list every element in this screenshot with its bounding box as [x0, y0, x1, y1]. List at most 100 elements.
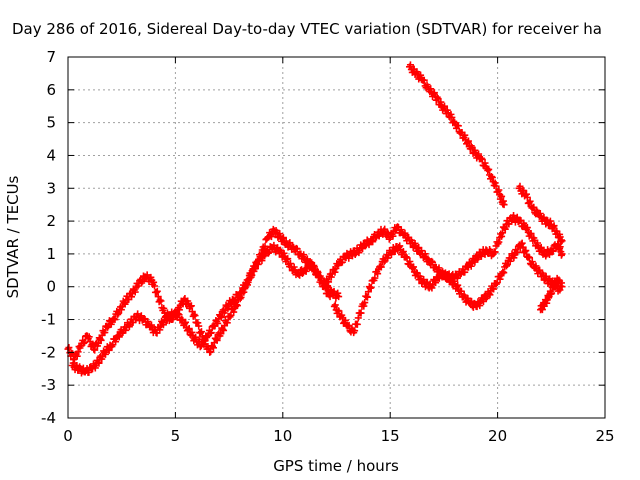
data-point — [125, 323, 133, 331]
data-point — [361, 242, 369, 250]
data-point — [85, 333, 93, 341]
data-point — [446, 276, 454, 284]
y-tick-label: 3 — [46, 179, 56, 197]
data-point — [178, 316, 186, 324]
x-tick-label: 0 — [63, 427, 73, 445]
data-point — [363, 293, 371, 301]
data-point — [118, 329, 126, 337]
data-point — [454, 122, 462, 130]
data-point — [492, 280, 500, 288]
data-point — [335, 293, 343, 301]
data-point — [428, 257, 436, 265]
data-point — [461, 131, 469, 139]
data-point — [522, 190, 530, 198]
data-point — [153, 287, 161, 295]
data-point — [318, 276, 326, 284]
data-point — [334, 289, 342, 297]
data-point — [421, 250, 429, 258]
data-point — [360, 302, 368, 310]
data-point — [369, 238, 377, 246]
data-point — [91, 364, 99, 372]
data-point — [486, 291, 494, 299]
data-point — [97, 336, 105, 344]
data-point — [187, 302, 195, 310]
data-point — [200, 340, 208, 348]
data-point — [411, 239, 419, 247]
data-point — [151, 282, 159, 290]
data-point — [80, 339, 88, 347]
data-point — [522, 247, 530, 255]
data-point — [96, 335, 104, 343]
data-point — [174, 310, 182, 318]
data-point — [476, 302, 484, 310]
data-point — [485, 165, 493, 173]
data-point — [327, 273, 335, 281]
data-point — [214, 319, 222, 327]
y-tick-label: 0 — [46, 278, 56, 296]
data-point — [481, 159, 489, 167]
data-point — [406, 258, 414, 266]
data-point — [491, 179, 499, 187]
data-point — [430, 89, 438, 97]
data-point — [280, 249, 288, 257]
data-point — [525, 199, 533, 207]
data-point — [558, 250, 566, 258]
y-tick-label: -3 — [41, 376, 56, 394]
data-point — [307, 260, 315, 268]
data-point — [107, 320, 115, 328]
data-point — [364, 288, 372, 296]
data-point — [331, 268, 339, 276]
data-point — [220, 326, 228, 334]
data-point — [444, 270, 452, 278]
data-point — [230, 308, 238, 316]
data-point — [353, 320, 361, 328]
data-point — [335, 307, 343, 315]
y-axis-label: SDTVAR / TECUs — [4, 175, 22, 298]
data-point — [338, 258, 346, 266]
data-point — [403, 254, 411, 262]
data-point — [157, 297, 165, 305]
data-point — [139, 277, 147, 285]
data-point — [398, 249, 406, 257]
data-point — [389, 232, 397, 240]
data-point — [286, 260, 294, 268]
data-point — [433, 93, 441, 101]
data-point — [521, 247, 529, 255]
data-point — [182, 318, 190, 326]
data-point — [226, 313, 234, 321]
data-point — [523, 224, 531, 232]
data-point — [500, 224, 508, 232]
data-point — [550, 222, 558, 230]
data-point — [399, 248, 407, 256]
data-point — [435, 264, 443, 272]
data-point — [326, 293, 334, 301]
data-point — [101, 329, 109, 337]
data-point — [461, 268, 469, 276]
data-point — [448, 113, 456, 121]
data-point — [73, 352, 81, 360]
data-point — [527, 230, 535, 238]
data-point — [396, 242, 404, 250]
data-point — [115, 333, 123, 341]
data-point — [217, 313, 225, 321]
data-point — [94, 358, 102, 366]
data-point — [207, 348, 215, 356]
data-point — [247, 270, 255, 278]
y-tick-label: -4 — [41, 409, 56, 427]
data-point — [150, 278, 158, 286]
data-point — [248, 271, 256, 279]
data-point — [341, 316, 349, 324]
data-point — [361, 299, 369, 307]
data-point — [376, 262, 384, 270]
data-point — [276, 230, 284, 238]
data-point — [238, 289, 246, 297]
data-point — [471, 146, 479, 154]
data-point — [196, 343, 204, 351]
data-point — [175, 311, 183, 319]
data-point — [121, 300, 129, 308]
data-point — [240, 284, 248, 292]
data-point — [284, 255, 292, 263]
data-point — [300, 251, 308, 259]
data-point — [542, 272, 550, 280]
data-point — [95, 359, 103, 367]
